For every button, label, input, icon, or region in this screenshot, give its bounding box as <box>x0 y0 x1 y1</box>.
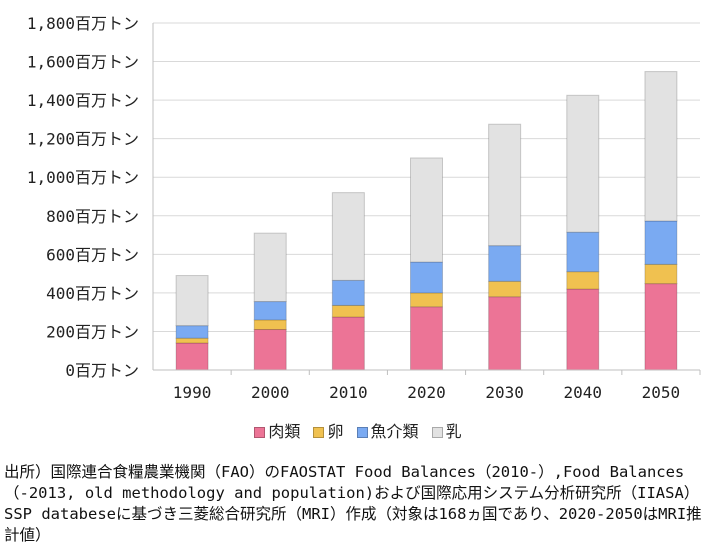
legend-label-egg: 卵 <box>327 422 344 441</box>
source-note: 出所）国際連合食糧農業機関（FAO）のFAOSTAT Food Balances… <box>4 463 709 544</box>
y-tick-label: 1,400百万トン <box>27 91 139 110</box>
bar-egg-2030 <box>488 280 522 298</box>
bars <box>175 71 678 371</box>
y-tick-label: 0百万トン <box>65 361 139 380</box>
bar-egg-2040 <box>566 271 600 290</box>
bar-milk-1990 <box>175 275 209 327</box>
x-tick-label: 2020 <box>407 383 446 402</box>
bar-milk-2040 <box>566 94 600 233</box>
bar-egg-2010 <box>331 304 365 318</box>
bar-meat-1990 <box>175 342 209 371</box>
bar-seafood-2050 <box>644 220 678 265</box>
bar-egg-2050 <box>644 263 678 285</box>
bar-egg-2000 <box>253 319 287 331</box>
y-tick-label: 1,200百万トン <box>27 130 139 149</box>
legend-label-milk: 乳 <box>445 422 462 441</box>
bar-meat-2030 <box>488 296 522 371</box>
x-tick-label: 2000 <box>251 383 290 402</box>
y-axis: 0百万トン 200百万トン 400百万トン 600百万トン 800百万トン 1,000百万… <box>27 14 154 380</box>
bar-egg-2020 <box>410 292 443 308</box>
legend: 肉類 卵 魚介類 乳 <box>0 418 716 442</box>
bar-milk-2010 <box>331 192 365 281</box>
x-tick-label: 2050 <box>642 383 681 402</box>
bar-milk-2020 <box>410 157 443 263</box>
y-tick-label: 1,000百万トン <box>27 168 139 187</box>
bar-milk-2050 <box>644 71 678 222</box>
bar-seafood-2040 <box>566 231 600 273</box>
x-tick-label: 2030 <box>485 383 524 402</box>
x-tick-label: 2010 <box>329 383 368 402</box>
y-tick-label: 200百万トン <box>46 322 139 341</box>
bar-milk-2000 <box>253 232 287 303</box>
legend-swatch-milk <box>431 427 443 438</box>
bar-meat-2010 <box>331 316 365 371</box>
legend-item-milk: 乳 <box>431 418 462 442</box>
bar-egg-1990 <box>175 337 209 344</box>
x-tick-label: 2040 <box>564 383 603 402</box>
bar-meat-2000 <box>253 329 287 371</box>
bar-milk-2030 <box>488 123 522 247</box>
legend-item-egg: 卵 <box>313 418 343 442</box>
x-tick-label: 1990 <box>173 383 212 402</box>
bar-seafood-2010 <box>331 279 365 306</box>
y-tick-label: 1,600百万トン <box>27 53 139 72</box>
bar-seafood-1990 <box>175 325 209 339</box>
legend-item-seafood: 魚介類 <box>356 418 419 442</box>
bar-meat-2050 <box>644 283 678 371</box>
y-tick-label: 800百万トン <box>46 207 139 226</box>
bar-meat-2020 <box>410 306 443 371</box>
legend-swatch-meat <box>254 427 266 438</box>
bar-seafood-2030 <box>488 245 522 282</box>
legend-item-meat: 肉類 <box>254 418 300 442</box>
y-tick-label: 400百万トン <box>46 284 139 303</box>
y-tick-label: 1,800百万トン <box>27 14 139 33</box>
y-tick-label: 600百万トン <box>46 245 139 264</box>
legend-swatch-seafood <box>356 427 368 438</box>
legend-label-meat: 肉類 <box>268 422 301 441</box>
bar-seafood-2000 <box>253 301 287 321</box>
legend-swatch-egg <box>313 427 325 438</box>
legend-label-seafood: 魚介類 <box>370 422 419 441</box>
bar-meat-2040 <box>566 288 600 371</box>
bar-seafood-2020 <box>410 261 443 294</box>
stacked-bar-chart: 0百万トン 200百万トン 400百万トン 600百万トン 800百万トン 1,000百万… <box>27 14 701 402</box>
x-axis: 1990 2000 2010 2020 2030 2040 2050 <box>153 369 701 402</box>
